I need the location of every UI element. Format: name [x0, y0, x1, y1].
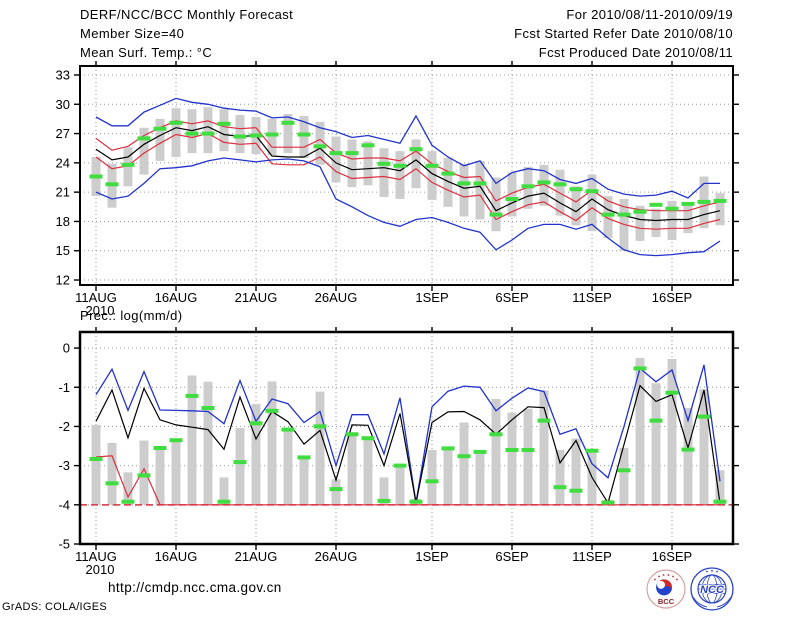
svg-text:-2: -2 [58, 419, 70, 434]
green-dash-marks [89, 120, 727, 217]
svg-text:16AUG: 16AUG [155, 549, 198, 564]
svg-text:6SEP: 6SEP [495, 549, 528, 564]
svg-text:1SEP: 1SEP [415, 290, 448, 305]
svg-text:-4: -4 [58, 497, 70, 512]
svg-text:11AUG: 11AUG [75, 549, 117, 564]
bcc-swirl-icon [656, 579, 673, 596]
svg-text:0: 0 [63, 341, 70, 356]
produced-date: Fcst Produced Date 2010/08/11 [538, 45, 733, 60]
svg-text:2010: 2010 [86, 562, 115, 577]
svg-text:18: 18 [56, 214, 70, 229]
svg-text:30: 30 [56, 97, 70, 112]
source-url: http://cmdp.ncc.cma.gov.cn [108, 580, 282, 595]
svg-text:21AUG: 21AUG [235, 549, 278, 564]
refer-date: Fcst Started Refer Date 2010/08/10 [514, 26, 733, 41]
svg-text:2010: 2010 [86, 303, 115, 318]
agency-logos: BCC NCC [646, 567, 734, 611]
svg-text:11SEP: 11SEP [572, 290, 612, 305]
axis-labels: 0 -1 -2 -3 -4 -5 11AUG 16AUG 21AUG 26AUG 1SEP 6SEP 1… [58, 341, 692, 577]
svg-text:33: 33 [56, 68, 70, 83]
series-red-control-line [95, 455, 720, 506]
svg-text:16SEP: 16SEP [652, 290, 692, 305]
series-red-upper-line [95, 120, 721, 212]
green-dash-marks [89, 366, 727, 505]
plot-frame [79, 65, 734, 286]
forecast-period: For 2010/08/11-2010/09/19 [566, 7, 733, 22]
svg-text:27: 27 [56, 126, 70, 141]
svg-text:6SEP: 6SEP [495, 290, 528, 305]
plot-frame [78, 330, 735, 546]
series-black-mean-line [95, 126, 721, 222]
svg-text:21AUG: 21AUG [235, 290, 278, 305]
variable-label: Mean Surf. Temp.: °C [80, 45, 213, 60]
bcc-logo: BCC [646, 569, 686, 609]
series-blue-upper-line [95, 97, 720, 199]
series-blue-upper-line [95, 364, 721, 504]
svg-text:24: 24 [56, 155, 70, 170]
ncc-top-characters [706, 569, 718, 573]
svg-text:15: 15 [56, 243, 70, 258]
axis-ticks [74, 61, 739, 291]
grads-credit: GrADS: COLA/IGES [2, 601, 108, 613]
svg-text:26AUG: 26AUG [315, 290, 358, 305]
precipitation-chart: 0 -1 -2 -3 -4 -5 11AUG 16AUG 21AUG 26AUG 1SEP 6SEP 1… [58, 327, 739, 577]
member-size-label: Member Size=40 [80, 26, 185, 41]
series-blue-lower-line [95, 157, 721, 257]
svg-text:-3: -3 [58, 458, 70, 473]
axis-ticks [74, 327, 739, 550]
axis-labels: 12 15 18 21 24 27 30 33 11AUG 16AUG 21AUG 26AUG 1SEP… [56, 68, 693, 319]
precip-panel-title: Prec.: log(mm/d) [80, 308, 183, 323]
svg-text:1SEP: 1SEP [415, 549, 448, 564]
bcc-top-characters [654, 574, 678, 581]
page-title: DERF/NCC/BCC Monthly Forecast [80, 7, 294, 22]
series-black-mean-line [95, 384, 721, 505]
temperature-chart: 12 15 18 21 24 27 30 33 11AUG 16AUG 21AUG 26AUG 1SEP… [56, 61, 739, 318]
svg-text:-5: -5 [58, 537, 70, 552]
svg-text:-1: -1 [58, 380, 70, 395]
ncc-logo-text: NCC [700, 584, 725, 596]
svg-text:12: 12 [56, 273, 70, 288]
svg-text:21: 21 [56, 185, 70, 200]
ncc-logo: NCC [690, 567, 734, 611]
gray-precip-bars [91, 357, 725, 505]
ncc-globe-icon [692, 574, 732, 608]
svg-text:11SEP: 11SEP [572, 549, 612, 564]
bcc-logo-text: BCC [658, 597, 675, 606]
svg-text:11AUG: 11AUG [75, 290, 117, 305]
svg-text:16AUG: 16AUG [155, 290, 198, 305]
svg-text:16SEP: 16SEP [652, 549, 692, 564]
series-red-lower-line [95, 132, 721, 230]
svg-text:26AUG: 26AUG [315, 549, 358, 564]
